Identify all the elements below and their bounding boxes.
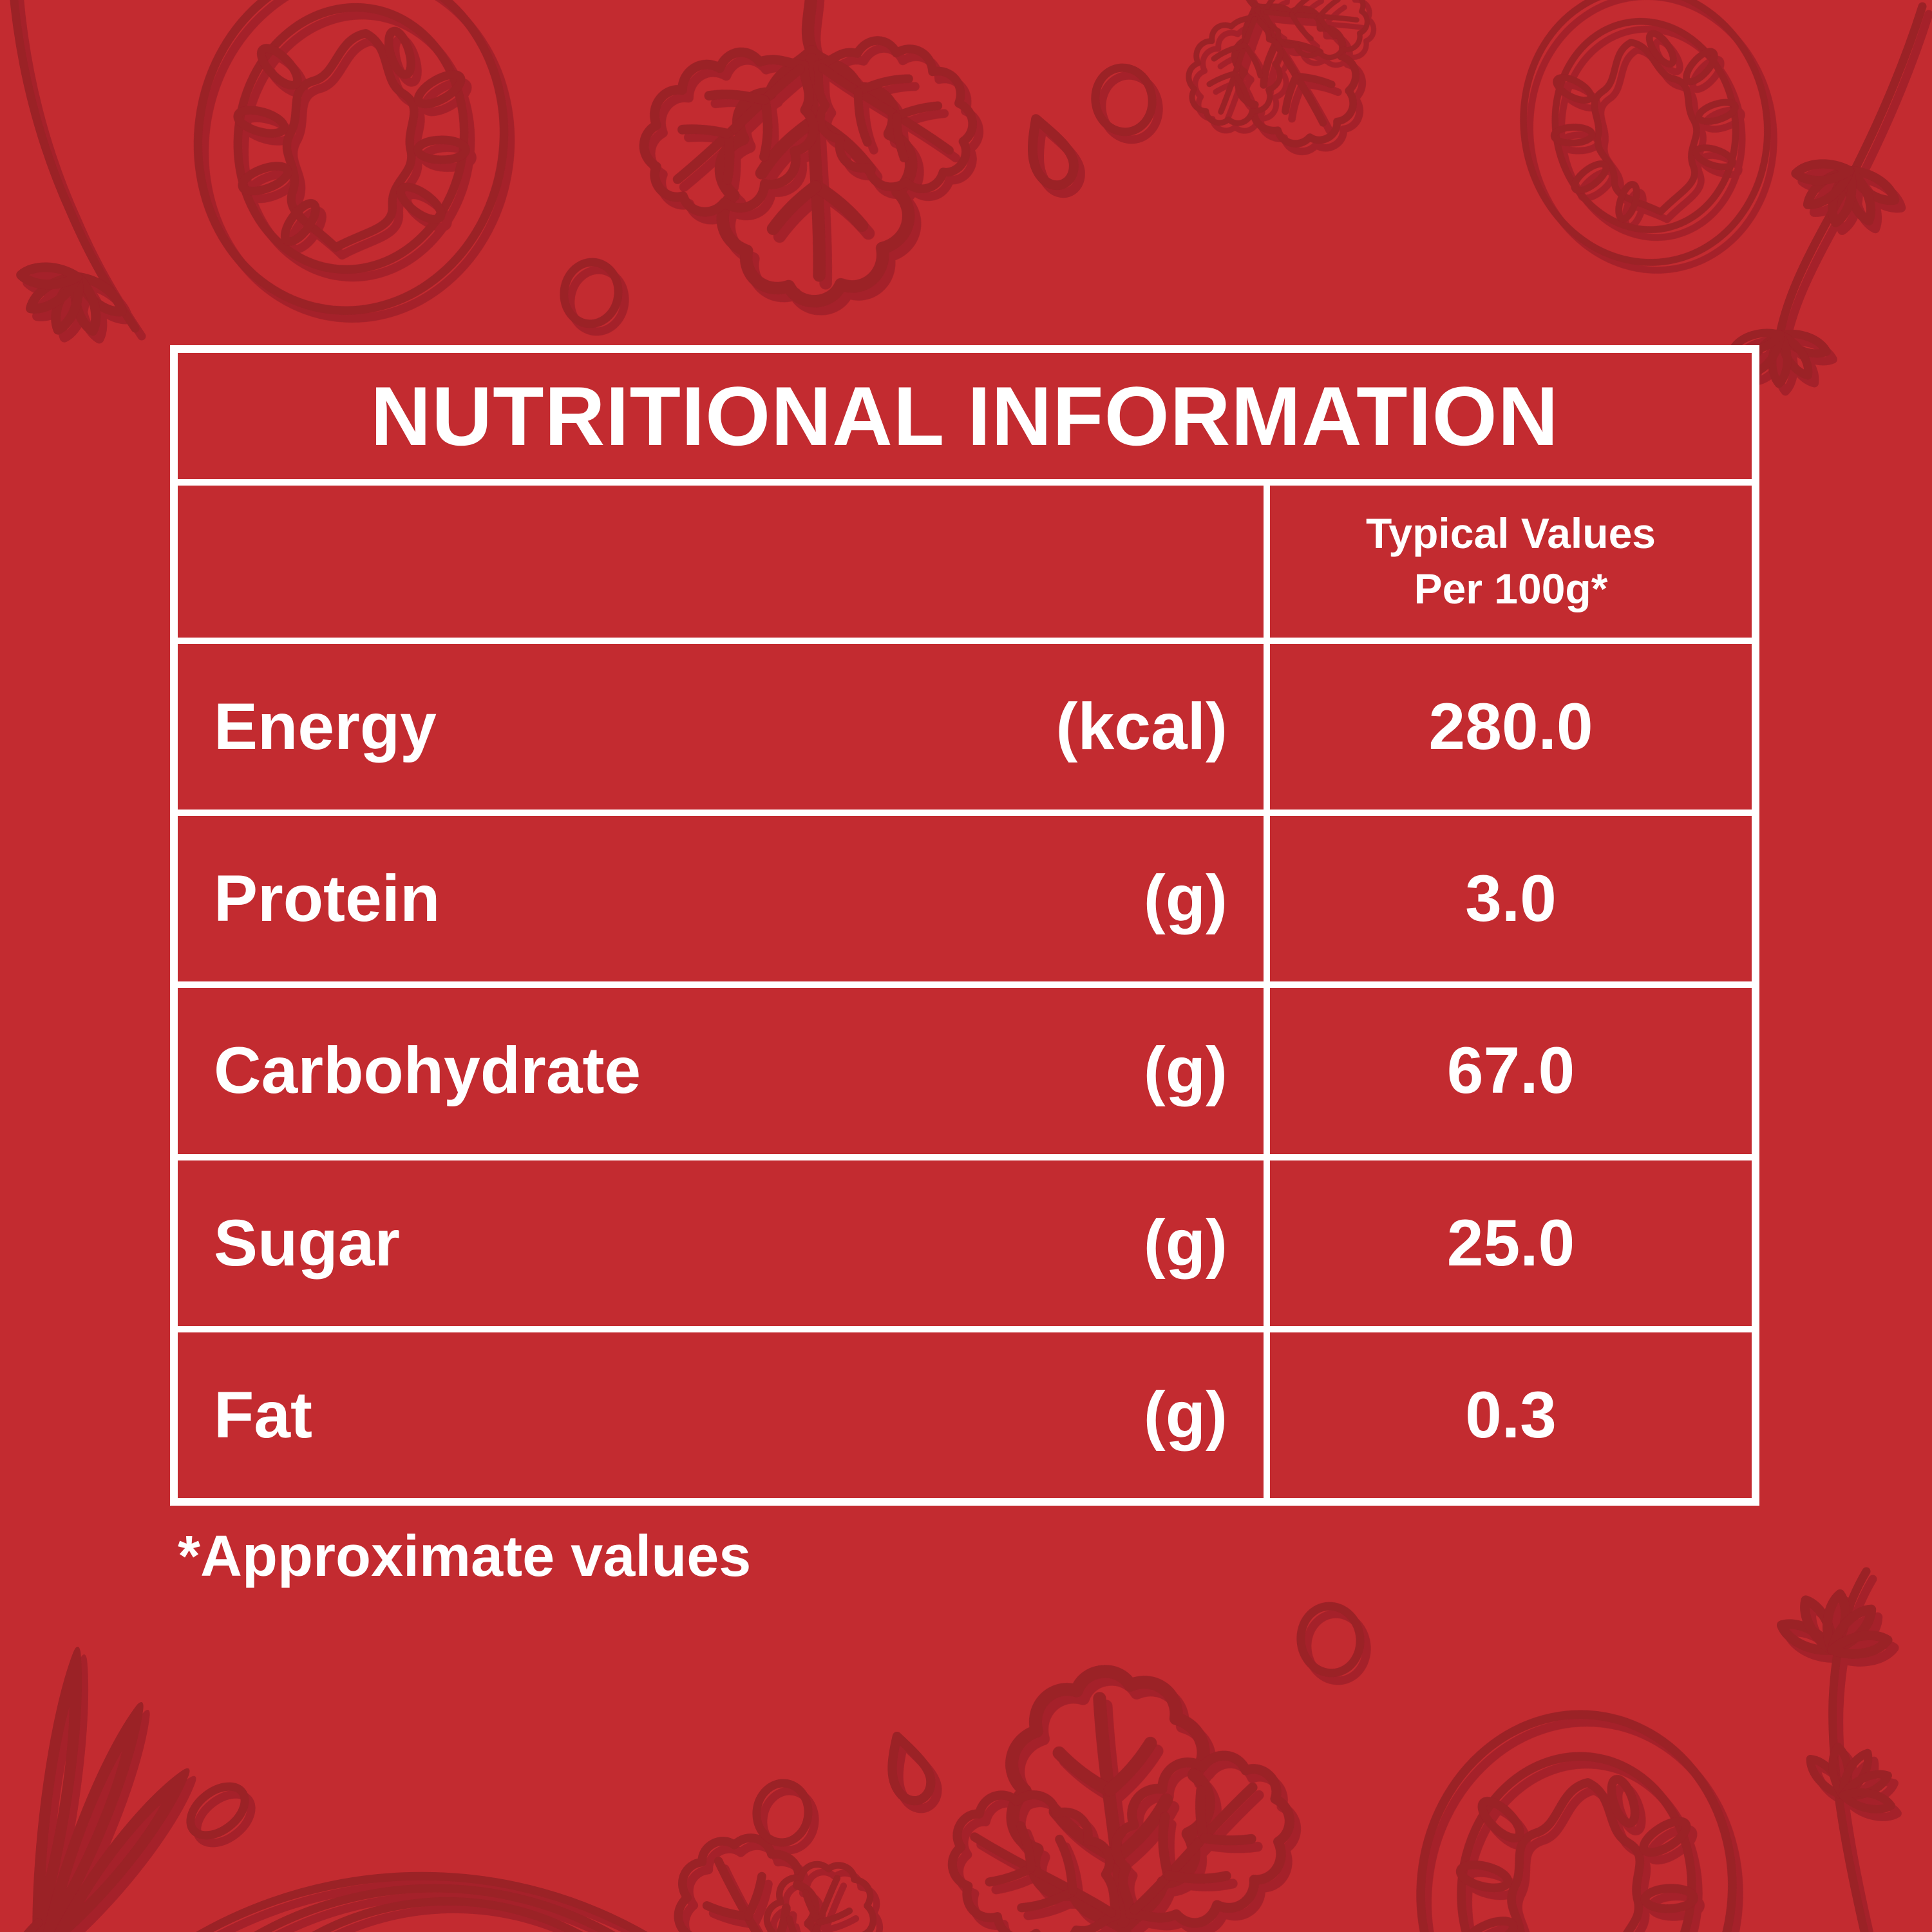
flower-sprig-illustration (1730, 6, 1922, 386)
parsley-leaf-illustration (904, 1651, 1338, 1932)
nutrient-value: 3.0 (1465, 862, 1557, 936)
row-energy-label-cell: Energy (kcal) (178, 644, 1264, 810)
water-droplet-doodle (883, 1730, 935, 1804)
row-sugar-label-cell: Sugar (g) (178, 1160, 1264, 1326)
row-carbohydrate-label-cell: Carbohydrate (g) (178, 988, 1264, 1154)
header-typical-values: Typical Values Per 100g* (1270, 486, 1752, 638)
row-fat-label-cell: Fat (g) (178, 1332, 1264, 1498)
nutrient-unit: (g) (1143, 1378, 1227, 1452)
row-protein-value-cell: 3.0 (1270, 816, 1752, 982)
nutrient-unit: (g) (1143, 862, 1227, 936)
footnote: *Approximate values (178, 1524, 752, 1589)
row-carbohydrate-value-cell: 67.0 (1270, 988, 1752, 1154)
nutrient-value: 67.0 (1446, 1034, 1575, 1108)
circle-doodle (1296, 1602, 1365, 1677)
circle-doodle (560, 259, 623, 328)
parsley-leaf-illustration (594, 1780, 945, 1932)
header-line2: Per 100g* (1414, 565, 1608, 612)
flower-sprig-illustration (5, 0, 135, 349)
nutrient-value: 0.3 (1465, 1378, 1557, 1452)
water-droplet-doodle (1021, 112, 1079, 191)
nutrient-label: Sugar (214, 1206, 401, 1280)
nutrient-unit: (g) (1143, 1206, 1227, 1280)
tomato-slice-illustration (176, 0, 526, 330)
row-sugar-value-cell: 25.0 (1270, 1160, 1752, 1326)
nutrient-unit: (kcal) (1056, 690, 1227, 764)
nutrient-label: Energy (214, 690, 437, 764)
table-title: NUTRITIONAL INFORMATION (178, 353, 1752, 479)
circle-doodle (753, 1781, 811, 1845)
header-line1: Typical Values (1365, 509, 1656, 558)
concentric-arcs-doodle (193, 1876, 650, 1932)
header-empty-cell (178, 486, 1264, 638)
parsley-leaf-illustration (1126, 0, 1428, 196)
nutrient-label: Protein (214, 862, 440, 936)
nutrient-label: Fat (214, 1378, 312, 1452)
circle-doodle (1090, 63, 1157, 137)
tomato-slice-illustration (1403, 1699, 1749, 1932)
tomato-slice-illustration (1502, 0, 1789, 282)
grass-blades-illustration (19, 1667, 254, 1932)
flower-sprig-illustration (1776, 1571, 1910, 1932)
row-fat-value-cell: 0.3 (1270, 1332, 1752, 1498)
nutrition-table: NUTRITIONAL INFORMATION Typical Values P… (170, 345, 1759, 1506)
nutrient-label: Carbohydrate (214, 1034, 641, 1108)
nutrient-unit: (g) (1143, 1034, 1227, 1108)
row-energy-value-cell: 280.0 (1270, 644, 1752, 810)
nutrient-value: 25.0 (1446, 1206, 1575, 1280)
parsley-leaf-illustration (609, 0, 1008, 308)
row-protein-label-cell: Protein (g) (178, 816, 1264, 982)
nutrient-value: 280.0 (1428, 690, 1593, 764)
